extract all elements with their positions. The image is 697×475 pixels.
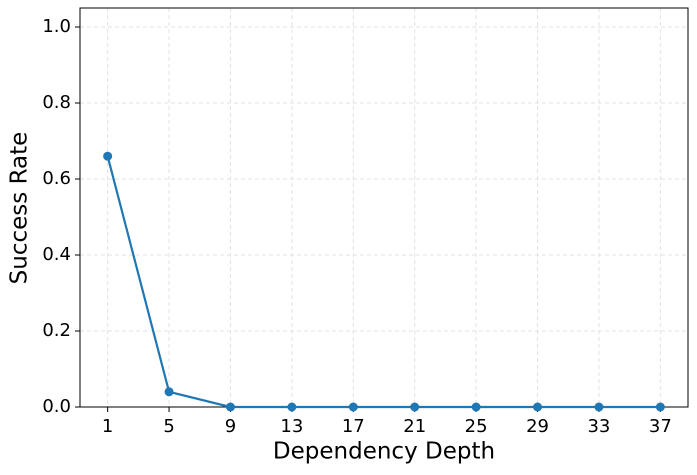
x-tick-label: 9 bbox=[225, 416, 236, 437]
point bbox=[287, 402, 297, 412]
x-tick-label: 37 bbox=[649, 416, 672, 437]
point bbox=[471, 402, 481, 412]
x-tick-label: 17 bbox=[342, 416, 365, 437]
x-tick-label: 25 bbox=[465, 416, 488, 437]
y-tick-label: 0.6 bbox=[42, 168, 71, 189]
y-tick-label: 0.8 bbox=[42, 92, 71, 113]
y-tick-label: 0.2 bbox=[42, 320, 71, 341]
point bbox=[533, 402, 543, 412]
x-axis-label: Dependency Depth bbox=[273, 439, 495, 465]
point bbox=[103, 151, 113, 161]
point bbox=[655, 402, 665, 412]
y-tick-label: 1.0 bbox=[42, 16, 71, 37]
x-tick-label: 29 bbox=[526, 416, 549, 437]
point bbox=[594, 402, 604, 412]
point bbox=[348, 402, 358, 412]
plot-frame bbox=[79, 7, 689, 408]
line bbox=[106, 155, 661, 409]
y-tick-label: 0.0 bbox=[42, 396, 71, 417]
y-tick-label: 0.4 bbox=[42, 244, 71, 265]
x-tick-label: 1 bbox=[102, 416, 113, 437]
x-tick-label: 21 bbox=[403, 416, 426, 437]
x-tick-label: 33 bbox=[587, 416, 610, 437]
x-tick-label: 13 bbox=[280, 416, 303, 437]
point bbox=[225, 402, 235, 412]
point bbox=[164, 387, 174, 397]
x-tick-label: 5 bbox=[163, 416, 174, 437]
point bbox=[410, 402, 420, 412]
y-axis-label: Success Rate bbox=[7, 132, 33, 285]
